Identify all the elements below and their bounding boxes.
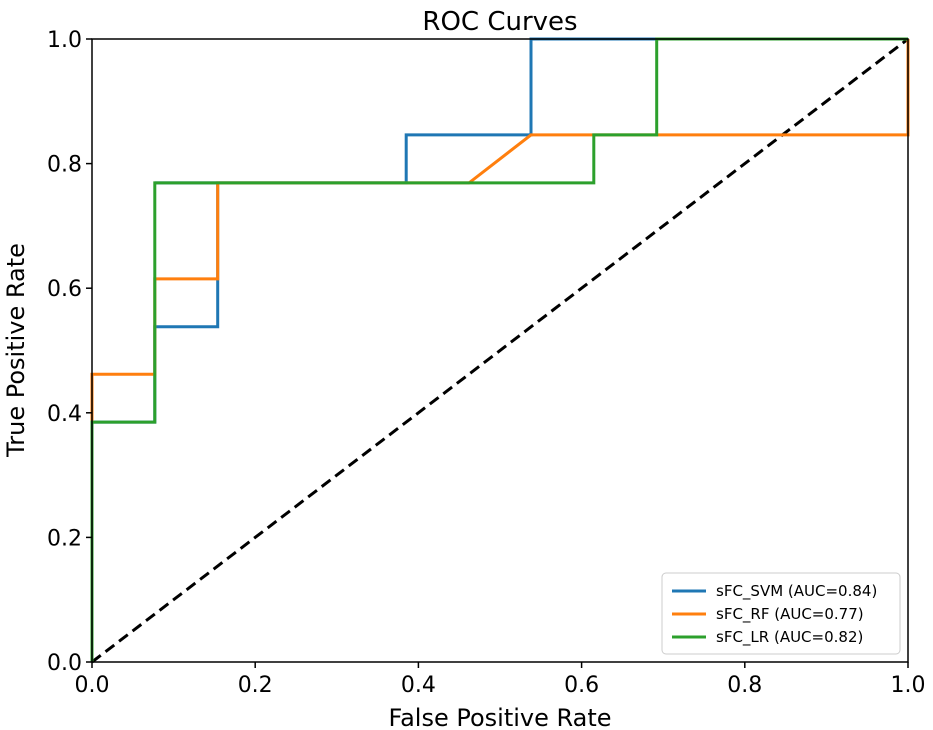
- x-tick-label: 0.4: [401, 673, 436, 698]
- series-line-2: [90, 39, 910, 662]
- x-tick-label: 1.0: [891, 673, 926, 698]
- y-tick-label: 0.6: [47, 277, 82, 302]
- y-tick-label: 0.8: [47, 153, 82, 178]
- axes-frame: [91, 38, 909, 663]
- plot-area: 0.0 0.2 0.4 0.6 0.8 1.0 0.0 0.2 0.4 0.6 0.8 1.0: [47, 28, 926, 698]
- x-tick-label: 0.0: [75, 673, 110, 698]
- legend-label: sFC_SVM (AUC=0.84): [716, 582, 877, 601]
- y-tick-label: 0.0: [47, 651, 82, 676]
- y-tick-label: 0.4: [47, 402, 82, 427]
- legend-box: [661, 572, 901, 655]
- x-axis-label: False Positive Rate: [388, 704, 611, 730]
- legend-label: sFC_LR (AUC=0.82): [716, 628, 863, 647]
- legend: sFC_SVM (AUC=0.84) sFC_RF (AUC=0.77) sFC_L…: [661, 572, 901, 655]
- y-axis-label: True Positive Rate: [2, 243, 30, 458]
- series-line-3: [90, 37, 908, 662]
- chart-title: ROC Curves: [422, 7, 577, 37]
- y-tick-label: 0.2: [47, 526, 82, 551]
- legend-label: sFC_RF (AUC=0.77): [716, 605, 864, 624]
- x-tick-label: 0.8: [727, 673, 762, 698]
- x-tick-label: 0.2: [238, 673, 273, 698]
- y-tick-label: 1.0: [47, 28, 82, 53]
- chance-reference-line: [91, 37, 909, 664]
- x-tick-label: 0.6: [564, 673, 599, 698]
